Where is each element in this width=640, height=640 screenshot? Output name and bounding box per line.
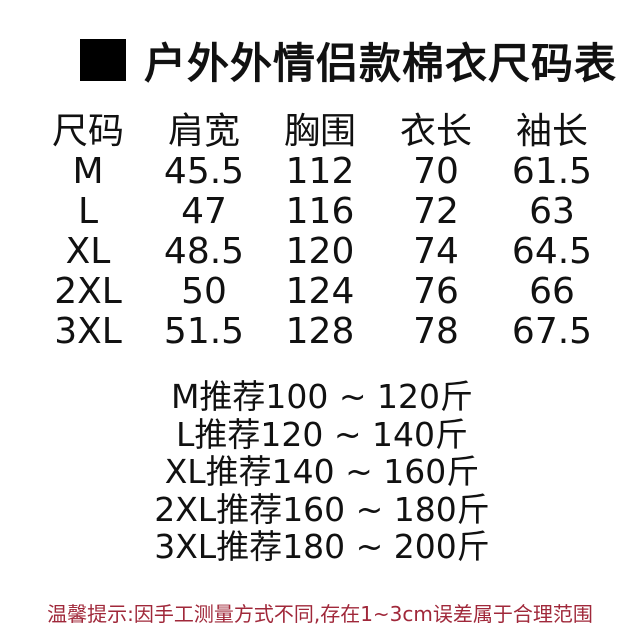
table-cell: 48.5 (146, 232, 262, 272)
table-row: L 47 116 72 63 (30, 192, 610, 232)
table-cell: 66 (494, 272, 610, 312)
table-cell: 61.5 (494, 152, 610, 192)
header-cell: 胸围 (262, 112, 378, 152)
square-icon (80, 39, 126, 81)
table-cell: M (30, 152, 146, 192)
table-cell: XL (30, 232, 146, 272)
weight-recommendations: M推荐100 ~ 120斤 L推荐120 ~ 140斤 XL推荐140 ~ 16… (0, 378, 640, 566)
header-cell: 袖长 (494, 112, 610, 152)
table-cell: 74 (378, 232, 494, 272)
table-cell: 51.5 (146, 312, 262, 352)
table-cell: 47 (146, 192, 262, 232)
title-bar: 户外外情侣款棉衣尺码表 (80, 34, 617, 86)
table-row: 3XL 51.5 128 78 67.5 (30, 312, 610, 352)
table-row: M 45.5 112 70 61.5 (30, 152, 610, 192)
measurement-note: 温馨提示:因手工测量方式不同,存在1~3cm误差属于合理范围 (0, 598, 640, 627)
table-row: 2XL 50 124 76 66 (30, 272, 610, 312)
table-cell: 70 (378, 152, 494, 192)
table-cell: 76 (378, 272, 494, 312)
table-cell: 63 (494, 192, 610, 232)
table-cell: 3XL (30, 312, 146, 352)
table-cell: 124 (262, 272, 378, 312)
table-cell: 72 (378, 192, 494, 232)
header-cell: 衣长 (378, 112, 494, 152)
recommendation-line: XL推荐140 ~ 160斤 (0, 453, 640, 491)
table-cell: 128 (262, 312, 378, 352)
table-cell: 78 (378, 312, 494, 352)
recommendation-line: 2XL推荐160 ~ 180斤 (0, 491, 640, 529)
recommendation-line: M推荐100 ~ 120斤 (0, 378, 640, 416)
size-table: 尺码 肩宽 胸围 衣长 袖长 M 45.5 112 70 61.5 L 47 1… (30, 112, 610, 352)
table-cell: 120 (262, 232, 378, 272)
page-title: 户外外情侣款棉衣尺码表 (144, 30, 617, 91)
table-cell: 2XL (30, 272, 146, 312)
recommendation-line: L推荐120 ~ 140斤 (0, 416, 640, 454)
table-cell: 116 (262, 192, 378, 232)
table-cell: 45.5 (146, 152, 262, 192)
table-row: XL 48.5 120 74 64.5 (30, 232, 610, 272)
header-cell: 尺码 (30, 112, 146, 152)
table-cell: 67.5 (494, 312, 610, 352)
table-header: 尺码 肩宽 胸围 衣长 袖长 (30, 112, 610, 152)
table-cell: 50 (146, 272, 262, 312)
table-cell: 112 (262, 152, 378, 192)
header-cell: 肩宽 (146, 112, 262, 152)
table-cell: L (30, 192, 146, 232)
recommendation-line: 3XL推荐180 ~ 200斤 (0, 528, 640, 566)
table-cell: 64.5 (494, 232, 610, 272)
